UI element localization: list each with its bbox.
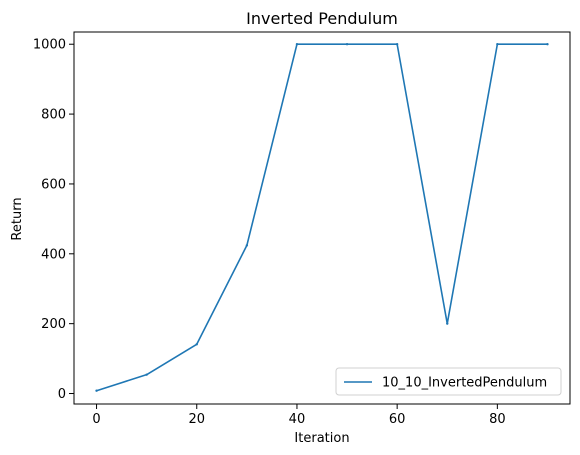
data-point: [546, 43, 549, 46]
chart-title: Inverted Pendulum: [246, 9, 398, 28]
data-point: [446, 322, 449, 325]
x-tick-label: 40: [289, 412, 306, 427]
data-point: [496, 43, 499, 46]
y-tick-label: 800: [41, 108, 66, 123]
data-point: [95, 389, 98, 392]
plot-area: 0 20 40 60 800200400600800100010_10_Inverted…: [33, 31, 571, 427]
data-point: [295, 43, 299, 46]
x-tick-label: 80: [489, 412, 506, 427]
data-point: [195, 343, 198, 346]
legend-box: [335, 367, 562, 396]
x-tick-label: 60: [389, 412, 406, 427]
data-point: [245, 244, 249, 247]
x-axis-label: Iteration: [294, 431, 349, 446]
data-point: [345, 43, 349, 46]
y-tick-label: 200: [41, 317, 66, 332]
x-tick-label: 20: [188, 412, 205, 427]
y-tick-label: 400: [41, 247, 66, 262]
x-tick-label: 0: [92, 412, 100, 427]
plot-frame: [73, 31, 571, 405]
y-axis-label: Return: [10, 197, 25, 240]
data-point: [395, 43, 399, 46]
y-tick-label: 1000: [33, 38, 66, 53]
series-line-0: [96, 43, 548, 392]
y-tick-label: 600: [41, 177, 66, 192]
data-point: [145, 373, 148, 376]
y-tick-label: 0: [58, 387, 66, 402]
legend-label: 10_10_InvertedPendulum: [382, 376, 547, 391]
